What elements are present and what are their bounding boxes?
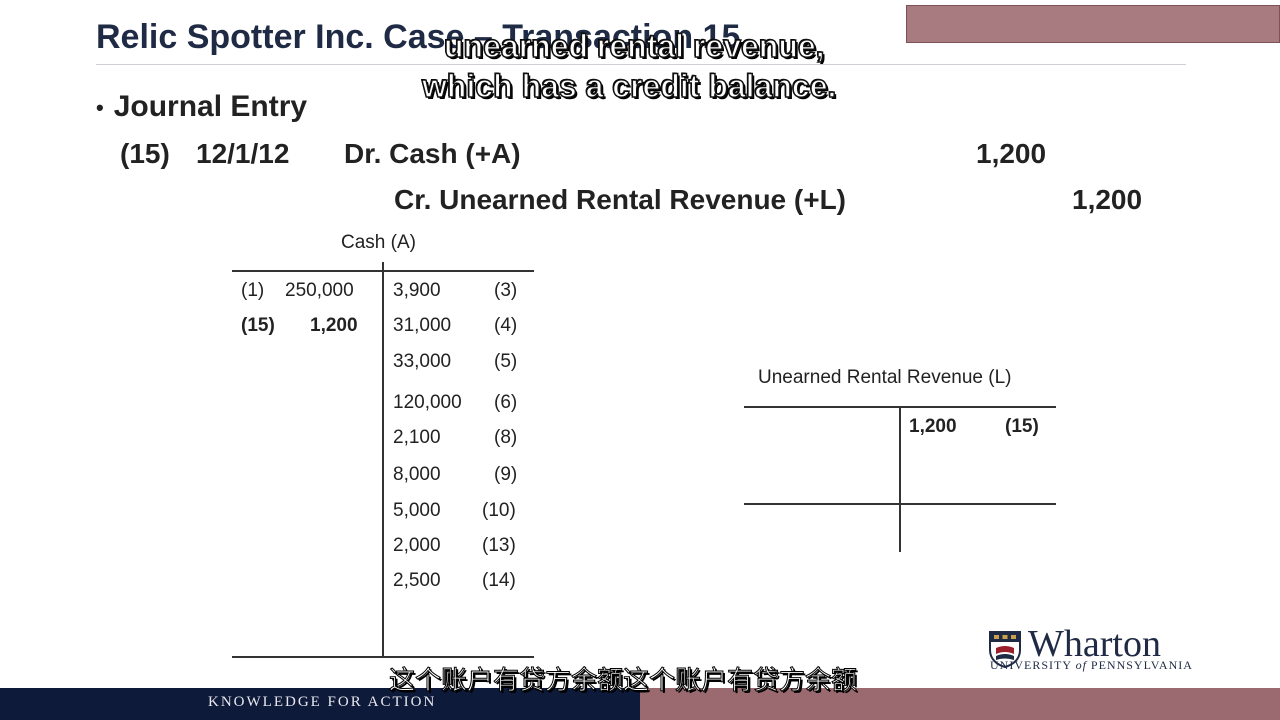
penn-shield-icon xyxy=(989,631,1021,668)
entry-credit-amount: 1,200 xyxy=(1072,184,1143,215)
unearned-account-balance-line xyxy=(744,503,1056,505)
cash-credit-amount: 8,000 xyxy=(393,464,441,485)
caption-line-2: which has a credit balance. xyxy=(421,67,837,105)
entry-number: (15) xyxy=(120,138,170,169)
cash-credit-ref: (8) xyxy=(494,427,518,448)
cash-credit-amount: 3,900 xyxy=(393,280,441,301)
entry-credit-label: Cr. Unearned Rental Revenue (+L) xyxy=(394,184,847,215)
title-divider xyxy=(96,64,1186,65)
cash-credit-amount: 2,100 xyxy=(393,427,441,448)
cash-credit-amount: 2,500 xyxy=(393,570,441,591)
cash-credit-ref: (13) xyxy=(482,535,516,556)
cash-account-divider xyxy=(382,262,384,658)
footer-tagline: KNOWLEDGE FOR ACTION xyxy=(208,694,437,710)
footer-bar-left xyxy=(0,688,640,720)
cash-debit-amount: 1,200 xyxy=(310,315,358,336)
cash-account-bottom-line xyxy=(232,656,534,658)
cash-credit-ref: (5) xyxy=(494,351,518,372)
logo-sub-pennsylvania: PENNSYLVANIA xyxy=(1090,658,1193,672)
subtitle-chinese: 这个账户有贷方余额这个账户有贷方余额 xyxy=(388,665,858,696)
cash-account-title: Cash (A) xyxy=(341,232,416,253)
entry-debit-label: Dr. Cash (+A) xyxy=(344,138,521,169)
cash-credit-ref: (9) xyxy=(494,464,518,485)
cash-debit-ref: (1) xyxy=(241,280,265,301)
entry-debit-amount: 1,200 xyxy=(976,138,1047,169)
unearned-account-divider xyxy=(899,408,901,552)
slide-title: Relic Spotter Inc. Case – Transaction 15 xyxy=(96,18,741,56)
bullet-journal-entry: • Journal Entry xyxy=(96,90,307,124)
unearned-account-top-line xyxy=(744,406,1056,408)
unearned-credit-amount: 1,200 xyxy=(909,416,957,437)
cash-credit-ref: (10) xyxy=(482,500,516,521)
logo-sub-university: UNIVERSITY xyxy=(990,658,1072,672)
entry-date: 12/1/12 xyxy=(196,138,290,169)
cash-debit-amount: 250,000 xyxy=(285,280,354,301)
footer-bar-right xyxy=(640,688,1280,720)
cash-credit-amount: 120,000 xyxy=(393,392,462,413)
bullet-label: Journal Entry xyxy=(113,90,308,123)
cash-debit-ref: (15) xyxy=(241,315,275,336)
cash-credit-ref: (3) xyxy=(494,280,518,301)
cash-credit-amount: 2,000 xyxy=(393,535,441,556)
logo-sub-of: of xyxy=(1075,658,1087,672)
unearned-credit-ref: (15) xyxy=(1005,416,1039,437)
logo-wordmark: Wharton xyxy=(1028,623,1161,665)
logo-subline: UNIVERSITY of PENNSYLVANIA xyxy=(990,658,1193,673)
wharton-logo: Wharton UNIVERSITY of PENNSYLVANIA xyxy=(988,623,1192,672)
caption-line-1: unearned rental revenue, xyxy=(443,27,825,65)
cash-credit-ref: (4) xyxy=(494,315,518,336)
cash-credit-ref: (6) xyxy=(494,392,518,413)
cash-credit-amount: 31,000 xyxy=(393,315,452,336)
cash-credit-amount: 33,000 xyxy=(393,351,452,372)
unearned-account-title: Unearned Rental Revenue (L) xyxy=(758,367,1012,388)
header-accent-bar xyxy=(906,5,1280,43)
cash-credit-ref: (14) xyxy=(482,570,516,591)
bullet-dot-icon: • xyxy=(96,95,104,121)
cash-credit-amount: 5,000 xyxy=(393,500,441,521)
